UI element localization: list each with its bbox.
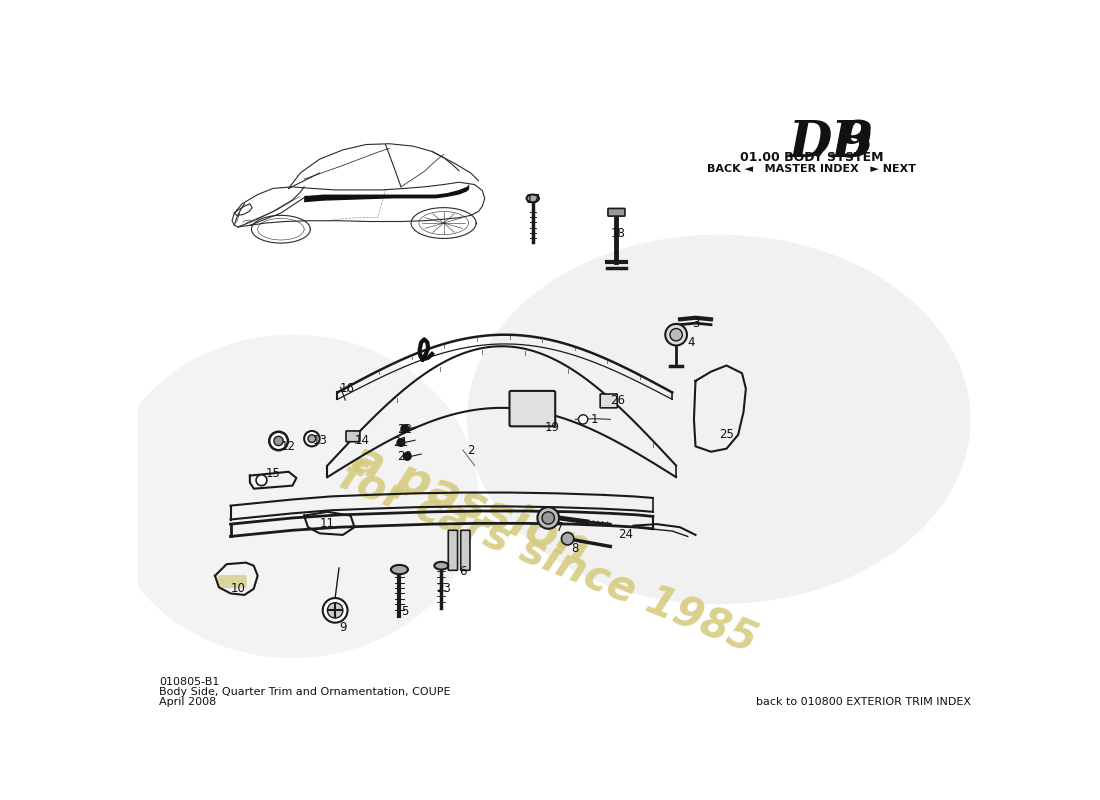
- Text: 21: 21: [394, 436, 408, 449]
- Text: 25: 25: [719, 428, 734, 442]
- FancyBboxPatch shape: [461, 530, 470, 570]
- Circle shape: [402, 425, 409, 433]
- Circle shape: [404, 453, 411, 460]
- Circle shape: [538, 507, 559, 529]
- FancyBboxPatch shape: [218, 575, 246, 588]
- Text: 5: 5: [402, 606, 408, 618]
- Circle shape: [256, 475, 267, 486]
- Text: 24: 24: [618, 529, 634, 542]
- Text: 01.00 BODY SYSTEM: 01.00 BODY SYSTEM: [740, 151, 883, 165]
- Text: back to 010800 EXTERIOR TRIM INDEX: back to 010800 EXTERIOR TRIM INDEX: [756, 698, 970, 707]
- Circle shape: [308, 434, 316, 442]
- Text: 9: 9: [339, 621, 346, 634]
- Text: 18: 18: [610, 226, 626, 239]
- Text: 26: 26: [610, 394, 626, 406]
- Text: 8: 8: [572, 542, 579, 555]
- Text: 6: 6: [460, 566, 466, 578]
- FancyBboxPatch shape: [346, 431, 360, 442]
- Text: 11: 11: [320, 517, 334, 530]
- Ellipse shape: [107, 334, 478, 658]
- Circle shape: [397, 438, 405, 446]
- Text: 2: 2: [468, 444, 474, 457]
- Polygon shape: [304, 185, 470, 202]
- Text: 14: 14: [354, 434, 370, 447]
- Text: 3: 3: [692, 317, 700, 330]
- Text: 20: 20: [397, 450, 412, 463]
- Circle shape: [542, 512, 554, 524]
- Text: 4: 4: [688, 336, 695, 349]
- FancyBboxPatch shape: [601, 394, 617, 408]
- Text: a passion: a passion: [345, 436, 596, 572]
- Text: 12: 12: [282, 440, 296, 453]
- Text: 15: 15: [266, 467, 280, 480]
- Circle shape: [328, 602, 343, 618]
- Circle shape: [579, 414, 587, 424]
- Text: 1: 1: [591, 413, 598, 426]
- Text: 010805-B1: 010805-B1: [160, 678, 220, 687]
- Text: April 2008: April 2008: [160, 698, 217, 707]
- FancyBboxPatch shape: [449, 530, 458, 570]
- Circle shape: [274, 436, 283, 446]
- Circle shape: [322, 598, 348, 622]
- Circle shape: [270, 432, 288, 450]
- Circle shape: [561, 533, 574, 545]
- FancyBboxPatch shape: [509, 391, 556, 426]
- Ellipse shape: [390, 565, 408, 574]
- Text: 9: 9: [837, 119, 872, 168]
- Circle shape: [666, 324, 688, 346]
- Text: for cars since 1985: for cars since 1985: [333, 455, 763, 661]
- Text: BACK ◄   MASTER INDEX   ► NEXT: BACK ◄ MASTER INDEX ► NEXT: [707, 164, 916, 174]
- Text: Body Side, Quarter Trim and Ornamentation, COUPE: Body Side, Quarter Trim and Ornamentatio…: [160, 687, 451, 698]
- FancyBboxPatch shape: [608, 209, 625, 216]
- Text: 23: 23: [437, 582, 451, 595]
- Text: 13: 13: [312, 434, 327, 447]
- Text: 7: 7: [557, 521, 563, 534]
- Ellipse shape: [527, 194, 539, 202]
- Circle shape: [670, 329, 682, 341]
- Ellipse shape: [434, 562, 449, 570]
- Ellipse shape: [466, 234, 970, 604]
- Text: 16: 16: [339, 382, 354, 395]
- Text: 10: 10: [231, 582, 245, 595]
- Circle shape: [304, 431, 320, 446]
- Text: 22: 22: [397, 423, 412, 436]
- Text: 19: 19: [544, 421, 560, 434]
- Text: 17: 17: [526, 194, 540, 206]
- Text: DB: DB: [789, 119, 874, 168]
